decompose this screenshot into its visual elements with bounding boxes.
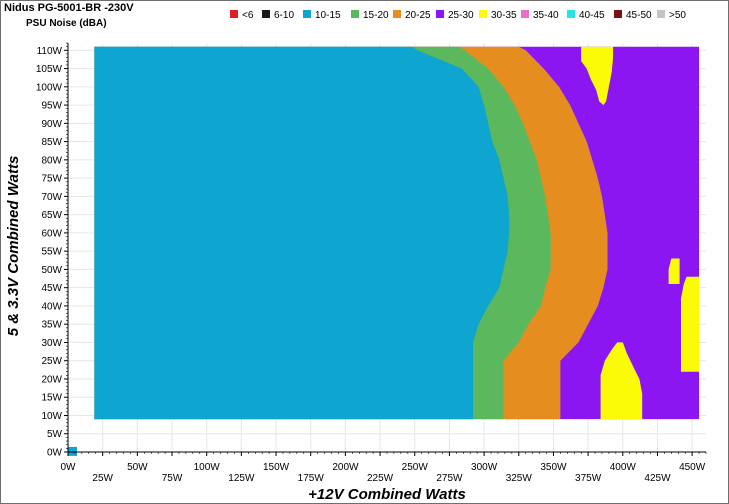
y-tick-label: 15W [41,393,62,404]
legend-swatch-1 [262,10,270,18]
heatmap-regions [68,46,700,456]
legend-swatch-5 [436,10,444,18]
legend-label-2: 10-15 [315,10,341,21]
legend-label-0: <6 [242,10,254,21]
y-tick-label: 70W [41,192,62,203]
legend-swatch-7 [521,10,529,18]
y-tick-label: 95W [41,101,62,112]
legend-swatch-2 [303,10,311,18]
x-tick-label: 0W [61,462,77,473]
legend-label-5: 25-30 [448,10,474,21]
y-axis-ticks: 0W 5W 10W 15W 20W 25W 30W 35W 40W 45W 50W 55W 60W 65W… [36,42,68,459]
x-axis-title: +12V Combined Watts [308,486,466,503]
chart-subtitle: PSU Noise (dBA) [26,18,107,29]
y-tick-label: 100W [36,82,63,93]
x-tick-label: 75W [162,473,183,484]
legend-label-7: 35-40 [533,10,559,21]
x-tick-label: 150W [263,462,290,473]
y-tick-label: 55W [41,247,62,258]
legend-label-3: 15-20 [363,10,389,21]
y-tick-label: 85W [41,137,62,148]
x-tick-label: 50W [127,462,148,473]
x-tick-label: 350W [540,462,567,473]
y-tick-label: 90W [41,119,62,130]
y-tick-label: 5W [47,429,63,440]
y-tick-label: 45W [41,283,62,294]
legend-swatch-0 [230,10,238,18]
y-tick-label: 65W [41,210,62,221]
x-tick-label: 325W [506,473,533,484]
legend-swatch-10 [657,10,665,18]
y-tick-label: 10W [41,411,62,422]
x-tick-label: 225W [367,473,394,484]
x-tick-label: 300W [471,462,498,473]
x-tick-label: 400W [610,462,637,473]
x-tick-label: 275W [436,473,463,484]
region-30-35-island-2 [668,258,680,284]
y-tick-label: 35W [41,320,62,331]
y-tick-label: 40W [41,301,62,312]
y-tick-label: 20W [41,374,62,385]
legend-label-6: 30-35 [491,10,517,21]
x-tick-label: 25W [92,473,113,484]
legend-swatch-3 [351,10,359,18]
y-tick-label: 25W [41,356,62,367]
legend-label-10: >50 [669,10,686,21]
x-tick-label: 250W [402,462,429,473]
y-axis-title: 5 & 3.3V Combined Watts [5,156,22,337]
region-30-35-island-0 [600,342,643,420]
x-tick-label: 425W [644,473,671,484]
legend-swatch-9 [614,10,622,18]
y-tick-label: 80W [41,155,62,166]
y-tick-label: 75W [41,174,62,185]
x-tick-label: 125W [228,473,255,484]
x-tick-label: 100W [194,462,221,473]
y-tick-label: 105W [36,64,63,75]
y-tick-label: 60W [41,228,62,239]
x-tick-label: 175W [298,473,325,484]
y-tick-label: 50W [41,265,62,276]
x-axis-ticks: 0W 25W 50W 75W 100W 125W 150W 175W 200W 225W 250W 2… [61,452,707,484]
y-tick-label: 110W [37,46,63,57]
x-tick-label: 375W [575,473,602,484]
region-10-15 [94,46,510,420]
region-30-35-island-1 [681,276,700,372]
legend-label-9: 45-50 [626,10,652,21]
x-tick-label: 200W [332,462,359,473]
y-tick-label: 0W [47,448,63,459]
chart-title: Nidus PG-5001-BR -230V [4,2,134,14]
legend-label-4: 20-25 [405,10,431,21]
legend: <6 6-10 10-15 15-20 20-25 25-30 30-35 35-40 40-4… [230,10,686,21]
legend-swatch-4 [393,10,401,18]
x-tick-label: 450W [679,462,706,473]
legend-swatch-6 [479,10,487,18]
legend-label-1: 6-10 [274,10,294,21]
region-30-35-island-3 [581,46,614,106]
y-tick-label: 30W [41,338,62,349]
legend-swatch-8 [567,10,575,18]
origin-point [68,446,77,456]
legend-label-8: 40-45 [579,10,605,21]
